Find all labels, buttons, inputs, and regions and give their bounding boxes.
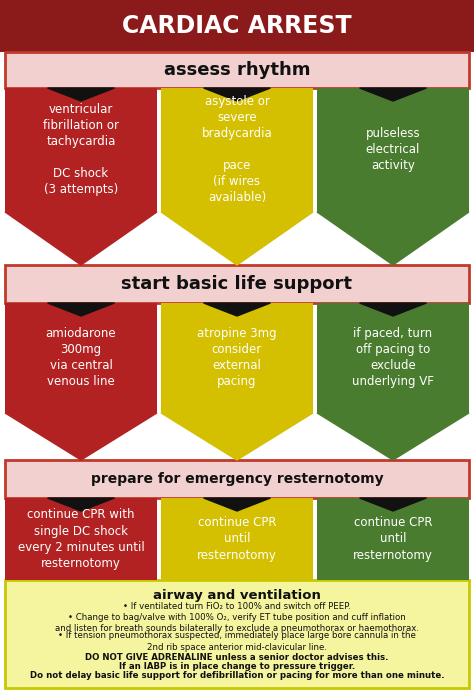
Polygon shape [47,498,114,511]
Bar [161,303,313,413]
Bar [5,52,469,88]
Bar [5,303,157,413]
Bar [5,88,157,212]
Polygon shape [161,413,313,460]
Text: If an IABP is in place change to pressure trigger.: If an IABP is in place change to pressur… [119,662,355,671]
Bar [161,88,313,212]
Text: amiodarone
300mg
via central
venous line: amiodarone 300mg via central venous line [46,327,116,388]
Bar [317,88,469,212]
Polygon shape [203,498,271,511]
Polygon shape [203,88,271,101]
Polygon shape [47,88,114,101]
Text: continue CPR
until
resternotomy: continue CPR until resternotomy [353,516,433,562]
Text: continue CPR
until
resternotomy: continue CPR until resternotomy [197,516,277,562]
Text: asystole or
severe
bradycardia

pace
(if wires
available): asystole or severe bradycardia pace (if … [201,95,273,205]
Polygon shape [5,212,157,265]
Bar [161,498,313,580]
Bar [0,0,474,52]
Text: • If ventilated turn FiO₂ to 100% and switch off PEEP.: • If ventilated turn FiO₂ to 100% and sw… [123,602,351,611]
Polygon shape [317,413,469,460]
Text: assess rhythm: assess rhythm [164,61,310,79]
Polygon shape [360,303,427,316]
Polygon shape [160,52,314,68]
Text: airway and ventilation: airway and ventilation [153,589,321,602]
Bar [317,303,469,413]
Text: if paced, turn
off pacing to
exclude
underlying VF: if paced, turn off pacing to exclude und… [352,327,434,388]
Polygon shape [47,303,114,316]
Text: prepare for emergency resternotomy: prepare for emergency resternotomy [91,472,383,486]
Bar [5,265,469,303]
Polygon shape [360,498,427,511]
Text: atropine 3mg
consider
external
pacing: atropine 3mg consider external pacing [197,327,277,388]
Bar [5,498,157,580]
Polygon shape [360,88,427,101]
Text: Do not delay basic life support for defibrillation or pacing for more than one m: Do not delay basic life support for defi… [30,672,444,681]
Bar [5,460,469,498]
Text: continue CPR with
single DC shock
every 2 minutes until
resternotomy: continue CPR with single DC shock every … [18,509,145,569]
Text: start basic life support: start basic life support [121,275,353,293]
Text: ventricular
fibrillation or
tachycardia

DC shock
(3 attempts): ventricular fibrillation or tachycardia … [43,104,119,196]
Text: DO NOT GIVE ADRENALINE unless a senior doctor advises this.: DO NOT GIVE ADRENALINE unless a senior d… [85,653,389,661]
Text: • Change to bag/valve with 100% O₂, verify ET tube position and cuff inflation
a: • Change to bag/valve with 100% O₂, veri… [55,612,419,633]
Polygon shape [317,212,469,265]
Text: pulseless
electrical
activity: pulseless electrical activity [365,127,420,173]
Bar [5,580,469,688]
Text: • If tension pneumothorax suspected, immediately place large bore cannula in the: • If tension pneumothorax suspected, imm… [58,631,416,651]
Text: CARDIAC ARREST: CARDIAC ARREST [122,14,352,38]
Polygon shape [5,413,157,460]
Polygon shape [161,212,313,265]
Bar [317,498,469,580]
Polygon shape [203,303,271,316]
